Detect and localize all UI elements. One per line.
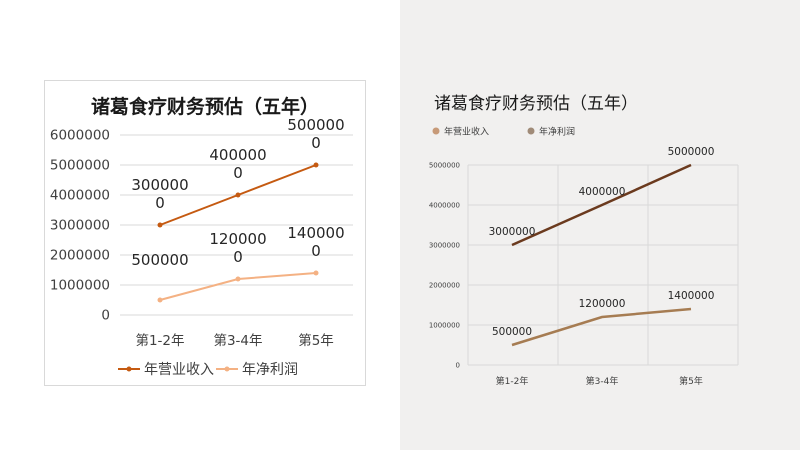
data-label: 500000 — [131, 251, 188, 269]
series-line-profit — [511, 307, 692, 347]
y-tick-label: 1000000 — [429, 321, 460, 329]
x-tick-label: 第1-2年 — [496, 375, 529, 387]
right-line-chart: 诸葛食疗财务预估（五年） 0 1000000 2000000 3000000 400000… — [429, 94, 739, 387]
data-label: 3000000 — [489, 226, 536, 238]
right-slide-panel: 诸葛食疗财务预估（五年） 0 1000000 2000000 3000000 400000… — [400, 0, 800, 450]
series-line-revenue — [511, 163, 692, 247]
y-tick-label: 0 — [456, 361, 460, 369]
y-tick-label: 5000000 — [429, 161, 460, 169]
data-label: 1200000 — [579, 298, 626, 310]
legend-label: 年营业收入 — [144, 362, 214, 378]
chart-title: 诸葛食疗财务预估（五年） — [91, 95, 319, 118]
data-point — [157, 297, 163, 303]
y-tick-label: 0 — [101, 308, 110, 324]
data-label: 4000000 — [579, 186, 626, 198]
y-tick-label: 1000000 — [50, 278, 110, 294]
left-line-chart: 诸葛食疗财务预估（五年） 0 1000000 2000000 3000000 400000… — [50, 95, 353, 378]
data-point — [157, 222, 163, 228]
y-tick-label: 4000000 — [50, 188, 110, 204]
legend-label: 年净利润 — [539, 126, 575, 138]
x-tick-label: 第1-2年 — [135, 332, 184, 349]
legend-marker — [224, 366, 230, 372]
chart-title: 诸葛食疗财务预估（五年） — [434, 94, 638, 114]
data-point — [235, 276, 241, 282]
left-chart-frame — [44, 80, 366, 386]
y-tick-label: 4000000 — [429, 201, 460, 209]
data-point — [235, 192, 241, 198]
legend-label: 年营业收入 — [444, 126, 489, 138]
x-tick-label: 第3-4年 — [586, 375, 619, 387]
legend-marker — [126, 366, 132, 372]
data-label: 1400000 — [668, 290, 715, 302]
data-label: 500000 — [492, 326, 532, 338]
y-tick-label: 3000000 — [429, 241, 460, 249]
data-label: 5000000 — [668, 146, 715, 158]
x-tick-label: 第3-4年 — [213, 332, 262, 349]
left-slide-panel: 诸葛食疗财务预估（五年） 0 1000000 2000000 3000000 400000… — [44, 80, 366, 386]
data-point — [313, 162, 319, 168]
x-tick-label: 第5年 — [298, 332, 334, 349]
y-tick-label: 2000000 — [50, 248, 110, 264]
y-tick-label: 3000000 — [50, 218, 110, 234]
legend-marker — [527, 127, 535, 135]
legend-label: 年净利润 — [242, 362, 298, 378]
data-point — [313, 270, 319, 276]
y-tick-label: 2000000 — [429, 281, 460, 289]
legend-marker — [432, 127, 440, 135]
y-tick-label: 6000000 — [50, 128, 110, 144]
x-tick-label: 第5年 — [679, 375, 703, 387]
y-tick-label: 5000000 — [50, 158, 110, 174]
